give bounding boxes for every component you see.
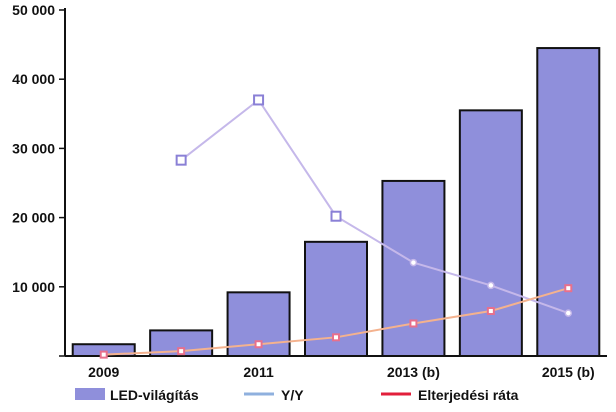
legend-label-penetration: Elterjedési ráta [418, 387, 519, 403]
y-tick-label: 20 000 [12, 210, 55, 226]
yy-point [564, 309, 573, 317]
yy-point [409, 258, 418, 267]
penetration-rate-point [564, 284, 573, 293]
y-axis-ticks: 10 000 20 000 30 000 40 000 50 000 [12, 2, 65, 357]
penetration-rate-point [486, 307, 495, 316]
penetration-rate-point [99, 350, 108, 359]
x-tick-label: 2013 (b) [387, 364, 440, 380]
yy-point [330, 210, 342, 222]
yy-point [253, 94, 265, 106]
yy-point [487, 281, 495, 290]
y-tick-label: 50 000 [12, 2, 55, 18]
yy-point [175, 154, 187, 166]
legend-label-led: LED-világítás [110, 387, 199, 403]
y-tick-label: 10 000 [12, 279, 55, 295]
axes [64, 8, 607, 357]
bar [458, 109, 523, 357]
penetration-rate-point [409, 319, 418, 328]
penetration-rate-point [332, 333, 340, 342]
bar-series [71, 47, 601, 358]
x-tick-label: 2009 [88, 364, 119, 380]
legend: LED-világítás Y/Y Elterjedési ráta [75, 387, 519, 403]
x-axis-ticks: 2009 2011 2013 (b) 2015 (b) [88, 364, 595, 380]
line-series [99, 94, 573, 359]
yy-line [180, 98, 569, 315]
legend-label-yy: Y/Y [281, 387, 304, 403]
x-tick-label: 2015 (b) [542, 364, 595, 380]
y-tick-label: 40 000 [12, 71, 55, 87]
penetration-rate-point [254, 340, 263, 349]
penetration-rate-point [177, 347, 186, 356]
x-tick-label: 2011 [243, 364, 274, 380]
legend-swatch-led [75, 388, 105, 400]
y-tick-label: 30 000 [12, 140, 55, 156]
